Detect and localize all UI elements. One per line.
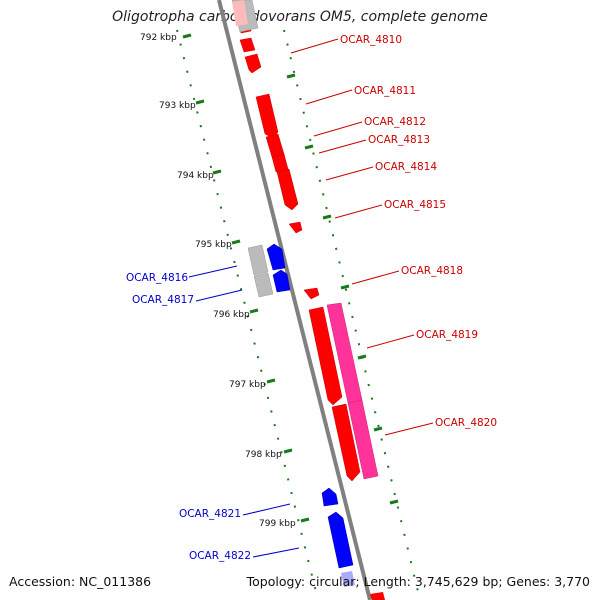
kbp-label-793: 793 kbp — [159, 101, 196, 111]
gene-label-ocar-4819[interactable]: OCAR_4819 — [416, 329, 478, 341]
kbp-label-792: 792 kbp — [140, 33, 177, 43]
gene-label-ocar-4811[interactable]: OCAR_4811 — [354, 85, 416, 97]
gene-label-ocar-4822[interactable]: OCAR_4822 — [189, 550, 251, 562]
bottom-blue-feature — [341, 571, 355, 587]
gene-label-ocar-4818[interactable]: OCAR_4818 — [401, 265, 463, 277]
kbp-label-799: 799 kbp — [259, 519, 296, 529]
kbp-label-795: 795 kbp — [195, 240, 232, 250]
gene-label-ocar-4820[interactable]: OCAR_4820 — [435, 417, 497, 429]
pink-gene-features[interactable] — [326, 302, 379, 480]
gene-label-ocar-4816[interactable]: OCAR_4816 — [126, 272, 188, 284]
accession-text: Accession: NC_011386 — [9, 574, 152, 589]
right-major-ticks — [286, 73, 399, 505]
bottom-red-feature — [370, 592, 385, 600]
genome-summary-text: Topology: circular; Length: 3,745,629 bp… — [246, 574, 590, 589]
map-title: Oligotropha carboxidovorans OM5, complet… — [112, 9, 488, 25]
red-label-leaders — [290, 38, 434, 436]
gene-label-ocar-4810[interactable]: OCAR_4810 — [340, 34, 402, 46]
gene-label-ocar-4815[interactable]: OCAR_4815 — [384, 199, 446, 211]
gene-label-ocar-4814[interactable]: OCAR_4814 — [375, 161, 437, 173]
kbp-label-798: 798 kbp — [245, 450, 282, 460]
kbp-label-796: 796 kbp — [213, 310, 250, 320]
gene-label-ocar-4821[interactable]: OCAR_4821 — [179, 508, 241, 520]
gene-label-ocar-4813[interactable]: OCAR_4813 — [368, 134, 430, 146]
kbp-label-797: 797 kbp — [229, 380, 266, 390]
left-major-ticks — [182, 33, 310, 523]
kbp-label-794: 794 kbp — [177, 171, 214, 181]
gene-label-ocar-4817[interactable]: OCAR_4817 — [132, 294, 194, 306]
blue-label-leaders — [188, 265, 300, 558]
light-pink-feature — [232, 0, 248, 26]
reverse-gene-features[interactable] — [266, 243, 354, 569]
genome-backbone — [217, 0, 372, 600]
gene-label-ocar-4812[interactable]: OCAR_4812 — [364, 116, 426, 128]
